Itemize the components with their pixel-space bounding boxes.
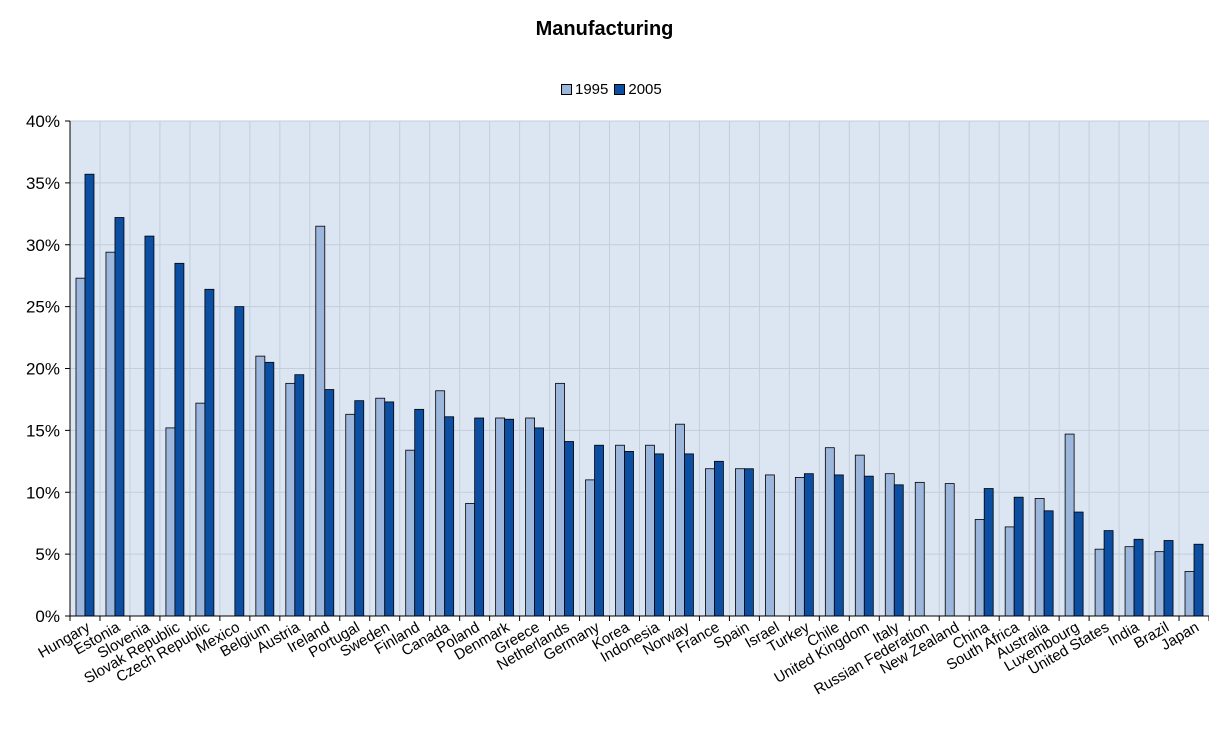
legend-label-1995: 1995: [575, 81, 609, 98]
bar-1995: [764, 474, 775, 617]
bar-1995: [735, 468, 745, 617]
bar-1995: [824, 447, 835, 617]
bar-1995: [465, 502, 476, 617]
bar-2005: [444, 416, 455, 617]
bar-1995: [495, 417, 506, 617]
bar-2005: [504, 418, 515, 617]
bar-1995: [705, 468, 715, 617]
bar-2005: [983, 488, 994, 617]
bar-2005: [744, 468, 754, 617]
bar-1995: [1064, 433, 1075, 617]
y-tick-label: 10%: [26, 483, 60, 502]
bar-1995: [195, 402, 206, 617]
bar-1995: [585, 479, 595, 617]
y-tick-label: 20%: [26, 360, 60, 379]
bar-1995: [1124, 546, 1135, 617]
y-tick-label: 35%: [26, 174, 60, 193]
bar-1995: [105, 251, 116, 617]
bar-1995: [645, 444, 655, 617]
bar-1995: [1004, 526, 1015, 617]
y-tick-label: 25%: [26, 298, 60, 317]
bar-1995: [944, 483, 955, 617]
bar-2005: [1073, 511, 1084, 617]
bar-1995: [1154, 551, 1165, 617]
bar-1995: [914, 481, 925, 617]
bar-1995: [375, 397, 386, 617]
bar-2005: [324, 389, 335, 617]
bar-2005: [84, 173, 95, 617]
bar-1995: [675, 423, 685, 617]
bar-1995: [165, 427, 176, 617]
y-tick-label: 5%: [35, 545, 60, 564]
bar-2005: [624, 451, 634, 617]
bar-1995: [794, 476, 805, 617]
bar-1995: [1094, 548, 1105, 617]
bar-2005: [863, 475, 874, 617]
bar-2005: [114, 217, 125, 617]
bar-2005: [1133, 538, 1144, 617]
y-tick-label: 15%: [26, 421, 60, 440]
bar-1995: [974, 519, 985, 617]
bar-1995: [75, 277, 86, 617]
bar-2005: [354, 400, 365, 617]
legend-swatch-2005: [614, 84, 626, 95]
legend-item-1995: 1995: [561, 81, 608, 98]
bar-1995: [405, 449, 416, 617]
bar-2005: [474, 417, 485, 617]
bar-1995: [555, 382, 565, 617]
bar-1995: [435, 390, 446, 617]
bar-1995: [345, 413, 356, 617]
bar-1995: [884, 473, 895, 617]
y-tick-label: 40%: [26, 112, 60, 131]
bar-2005: [714, 460, 724, 617]
bar-2005: [1013, 496, 1024, 617]
bar-2005: [833, 474, 844, 617]
bar-1995: [285, 382, 296, 617]
y-tick-label: 30%: [26, 236, 60, 255]
bar-2005: [204, 288, 215, 617]
chart-title: Manufacturing: [535, 18, 674, 40]
y-tick-label: 0%: [35, 607, 60, 626]
bar-1995: [315, 225, 326, 617]
bar-2005: [1163, 540, 1174, 617]
legend-item-2005: 2005: [614, 81, 662, 98]
bar-2005: [594, 444, 604, 617]
bar-2005: [234, 306, 245, 617]
bar-1995: [615, 444, 625, 617]
legend-swatch-1995: [561, 84, 572, 95]
bar-2005: [1193, 543, 1204, 617]
bar-2005: [534, 427, 544, 617]
bar-2005: [414, 408, 425, 617]
bar-1995: [255, 355, 266, 617]
bar-2005: [294, 374, 305, 617]
bar-2005: [1043, 510, 1054, 617]
legend: 1995 2005: [561, 81, 668, 98]
bar-2005: [144, 235, 155, 617]
bar-1995: [854, 454, 865, 617]
legend-label-2005: 2005: [628, 81, 662, 98]
bar-2005: [174, 262, 185, 617]
bar-1995: [1034, 498, 1045, 617]
bar-2005: [1103, 530, 1114, 617]
bar-2005: [803, 473, 814, 617]
bar-1995: [1184, 571, 1195, 617]
bar-2005: [564, 441, 574, 617]
bar-2005: [654, 453, 664, 617]
bar-2005: [684, 453, 694, 617]
bar-1995: [525, 417, 535, 617]
bar-2005: [384, 401, 395, 617]
bar-2005: [893, 484, 904, 617]
bar-2005: [264, 361, 275, 617]
